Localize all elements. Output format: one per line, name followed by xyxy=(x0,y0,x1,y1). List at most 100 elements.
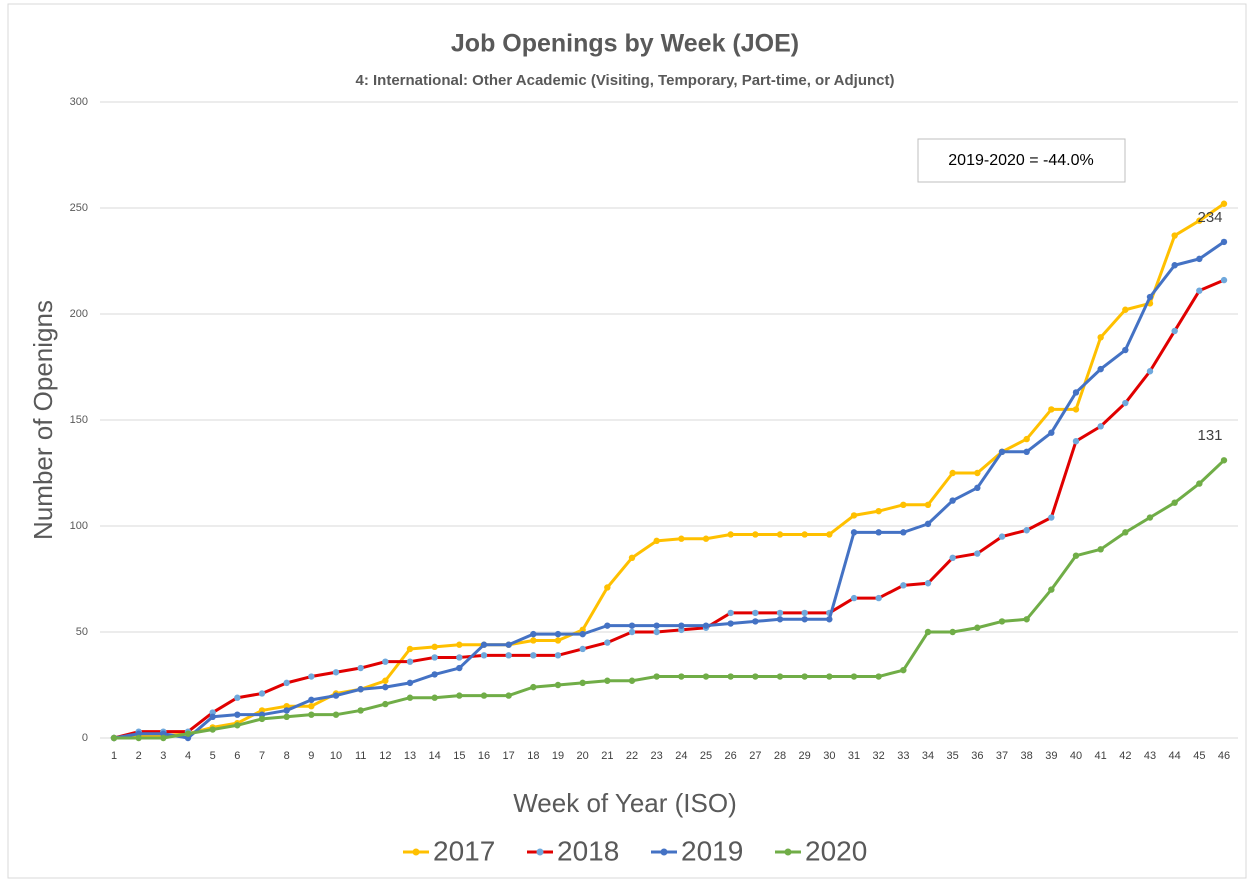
x-tick-label: 32 xyxy=(873,750,885,762)
marker xyxy=(850,673,858,680)
marker xyxy=(752,618,759,625)
x-tick-label: 31 xyxy=(848,750,860,762)
marker xyxy=(776,609,784,617)
marker xyxy=(826,616,833,623)
y-tick-label: 0 xyxy=(82,732,88,744)
marker xyxy=(949,554,956,561)
marker xyxy=(406,645,414,653)
marker xyxy=(628,628,636,636)
marker xyxy=(332,692,340,699)
marker xyxy=(1048,586,1055,593)
marker xyxy=(727,531,734,538)
marker xyxy=(628,677,636,684)
marker xyxy=(382,658,389,665)
marker xyxy=(653,628,660,636)
marker xyxy=(801,531,808,538)
legend-label: 2018 xyxy=(557,835,619,866)
x-tick-label: 27 xyxy=(749,750,761,762)
marker xyxy=(110,734,118,742)
marker xyxy=(579,679,586,687)
marker xyxy=(554,637,562,644)
x-tick-label: 23 xyxy=(651,750,663,762)
x-tick-label: 36 xyxy=(971,750,983,762)
marker xyxy=(776,673,784,680)
x-tick-label: 4 xyxy=(185,750,191,762)
legend-marker xyxy=(412,848,420,856)
x-tick-label: 46 xyxy=(1218,750,1230,762)
marker xyxy=(579,630,586,638)
marker xyxy=(283,713,290,720)
marker xyxy=(752,531,759,538)
marker xyxy=(357,686,364,693)
marker xyxy=(1122,529,1129,536)
marker xyxy=(234,722,241,729)
marker xyxy=(1196,287,1203,294)
marker xyxy=(1196,255,1203,263)
marker xyxy=(1220,200,1228,207)
marker xyxy=(900,501,907,508)
marker xyxy=(1097,334,1104,341)
x-tick-label: 17 xyxy=(503,750,515,762)
marker xyxy=(1072,389,1080,396)
x-tick-label: 25 xyxy=(700,750,712,762)
marker xyxy=(1146,293,1154,301)
marker xyxy=(234,694,241,701)
marker xyxy=(456,664,463,672)
marker xyxy=(1072,406,1080,413)
marker xyxy=(875,529,882,536)
x-tick-label: 44 xyxy=(1169,750,1181,762)
marker xyxy=(1048,429,1055,436)
x-tick-label: 30 xyxy=(823,750,835,762)
marker xyxy=(480,641,488,648)
x-tick-label: 20 xyxy=(577,750,589,762)
marker xyxy=(653,537,660,545)
y-tick-label: 150 xyxy=(70,414,88,426)
legend-label: 2017 xyxy=(433,835,495,866)
marker xyxy=(357,664,364,672)
x-tick-label: 6 xyxy=(234,750,240,762)
marker xyxy=(850,594,858,602)
marker xyxy=(702,673,710,680)
x-tick-label: 2 xyxy=(136,750,142,762)
marker xyxy=(209,713,216,720)
marker xyxy=(850,512,858,519)
data-label: 234 xyxy=(1197,209,1222,226)
marker xyxy=(949,497,956,504)
x-tick-label: 16 xyxy=(478,750,490,762)
marker xyxy=(900,529,907,536)
marker xyxy=(1171,327,1178,335)
marker xyxy=(1171,499,1178,506)
annotation-box xyxy=(917,138,1126,183)
marker xyxy=(456,654,463,661)
marker xyxy=(382,677,389,684)
marker xyxy=(406,694,414,701)
marker xyxy=(554,652,562,659)
marker xyxy=(727,609,734,617)
marker xyxy=(1023,527,1030,534)
x-tick-label: 10 xyxy=(330,750,342,762)
x-tick-label: 33 xyxy=(897,750,909,762)
marker xyxy=(160,734,167,742)
marker xyxy=(826,673,833,680)
x-tick-label: 14 xyxy=(429,750,441,762)
marker xyxy=(456,692,463,699)
marker xyxy=(604,622,611,629)
marker xyxy=(1122,346,1129,354)
x-tick-label: 34 xyxy=(922,750,934,762)
marker xyxy=(332,711,340,718)
marker xyxy=(949,628,956,636)
marker xyxy=(258,690,266,697)
series-line xyxy=(114,459,1226,740)
x-tick-label: 22 xyxy=(626,750,638,762)
marker xyxy=(875,594,882,602)
marker xyxy=(900,666,907,674)
marker xyxy=(826,531,833,538)
x-tick-label: 29 xyxy=(799,750,811,762)
marker xyxy=(234,711,241,718)
chart-title: Job Openings by Week (JOE) xyxy=(451,30,799,58)
marker xyxy=(431,694,438,701)
legend-marker xyxy=(536,848,544,856)
marker xyxy=(1097,423,1104,430)
legend-marker xyxy=(660,848,668,856)
